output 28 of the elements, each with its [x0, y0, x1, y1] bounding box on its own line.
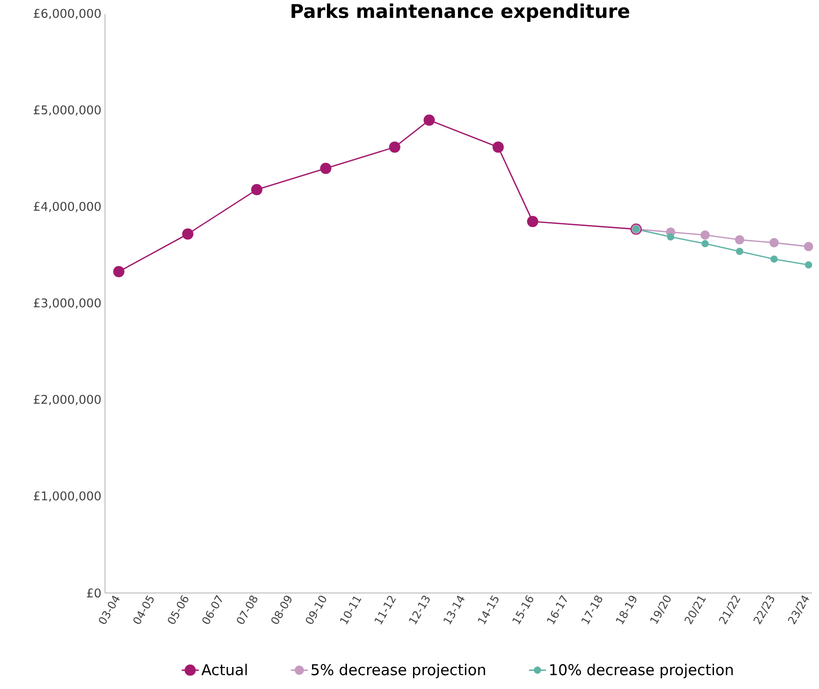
point	[389, 142, 400, 153]
point	[770, 255, 778, 263]
point	[492, 142, 504, 153]
point	[736, 248, 744, 256]
point	[320, 162, 332, 174]
point	[251, 184, 262, 196]
y-tick-label: £3,000,000	[34, 298, 101, 309]
y-tick-label: £0	[87, 588, 101, 598]
point	[666, 233, 674, 241]
y-tick-label: £6,000,000	[34, 8, 101, 20]
point	[769, 238, 779, 248]
legend-label: 10% decrease projection	[550, 664, 733, 678]
point	[804, 261, 812, 269]
y-tick-label: £2,000,000	[34, 394, 101, 406]
legend-label: 5% decrease projection	[312, 664, 486, 678]
point	[701, 240, 709, 248]
point	[182, 228, 194, 240]
y-tick-label: £4,000,000	[34, 202, 101, 212]
y-tick-label: £5,000,000	[34, 105, 101, 116]
point	[113, 266, 124, 278]
chart-title: Parks maintenance expenditure	[292, 4, 630, 22]
y-tick-label: £1,000,000	[34, 491, 101, 502]
legend-label: Actual	[201, 664, 247, 676]
point	[804, 242, 814, 252]
point	[424, 114, 435, 126]
point	[700, 230, 710, 240]
point	[527, 216, 538, 228]
point	[734, 235, 744, 244]
